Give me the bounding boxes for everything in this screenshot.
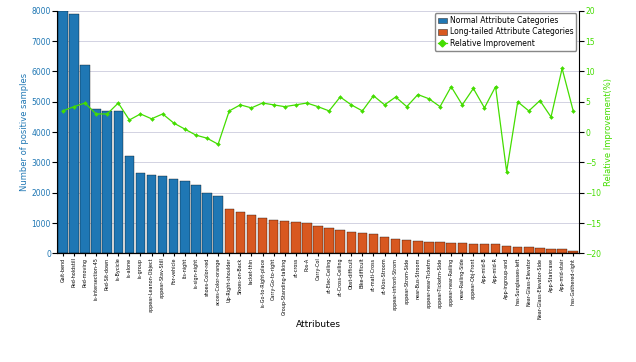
Bar [380, 237, 389, 253]
Bar [169, 179, 179, 253]
Bar [402, 240, 411, 253]
Bar [158, 176, 167, 253]
Y-axis label: Number of positive samples: Number of positive samples [20, 73, 29, 191]
X-axis label: Attributes: Attributes [296, 320, 340, 329]
Bar [58, 11, 67, 253]
Bar [569, 251, 578, 253]
Bar [469, 244, 478, 253]
Bar [191, 185, 201, 253]
Bar [347, 232, 356, 253]
Bar [491, 244, 501, 253]
Bar [258, 218, 267, 253]
Bar [269, 220, 279, 253]
Bar [524, 247, 534, 253]
Bar [102, 111, 112, 253]
Bar [147, 174, 156, 253]
Bar [80, 66, 90, 253]
Bar [536, 248, 544, 253]
Bar [446, 243, 456, 253]
Bar [135, 173, 145, 253]
Bar [291, 222, 301, 253]
Bar [457, 243, 467, 253]
Bar [546, 249, 556, 253]
Bar [557, 249, 567, 253]
Bar [480, 244, 489, 253]
Bar [92, 109, 100, 253]
Bar [413, 241, 422, 253]
Bar [424, 242, 434, 253]
Bar [369, 234, 378, 253]
Bar [247, 215, 256, 253]
Bar [502, 246, 511, 253]
Bar [314, 226, 322, 253]
Legend: Normal Attribute Categories, Long-tailed Attribute Categories, Relative Improvem: Normal Attribute Categories, Long-tailed… [434, 13, 576, 51]
Bar [225, 210, 234, 253]
Bar [180, 181, 190, 253]
Bar [114, 111, 123, 253]
Bar [125, 156, 134, 253]
Bar [324, 228, 334, 253]
Bar [69, 14, 79, 253]
Bar [436, 243, 445, 253]
Bar [302, 223, 312, 253]
Y-axis label: Relative Improvement(%): Relative Improvement(%) [604, 78, 613, 186]
Bar [335, 230, 345, 253]
Bar [391, 239, 401, 253]
Bar [214, 196, 223, 253]
Bar [202, 193, 212, 253]
Bar [357, 233, 367, 253]
Bar [235, 211, 245, 253]
Bar [280, 221, 289, 253]
Bar [513, 247, 522, 253]
